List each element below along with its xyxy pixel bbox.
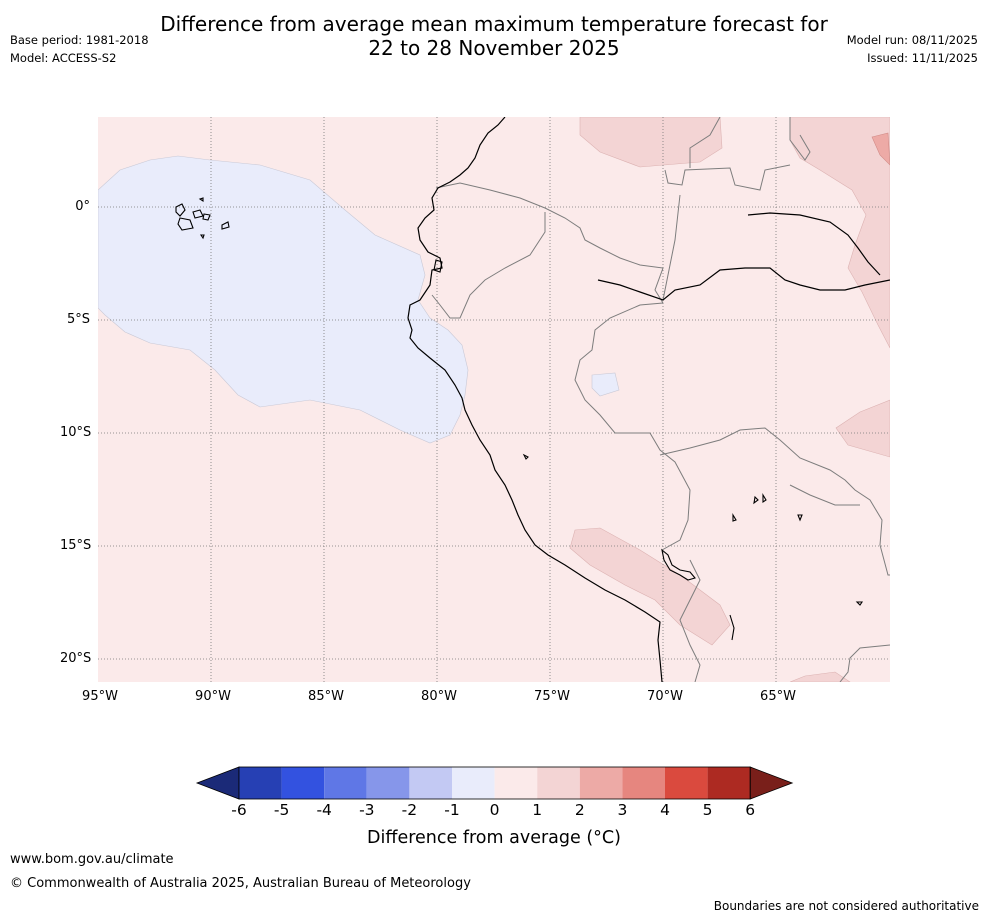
colorbar-outline <box>238 766 751 800</box>
colorbar-arrow-high <box>749 766 794 800</box>
colorbar-swatch <box>537 767 580 799</box>
lon-label-65w: 65°W <box>760 689 796 704</box>
lon-label-75w: 75°W <box>534 689 570 704</box>
colorbar <box>195 766 794 800</box>
lat-label-0: 0° <box>75 199 90 214</box>
title-line-2: 22 to 28 November 2025 <box>368 36 620 60</box>
colorbar-swatch <box>452 767 495 799</box>
lon-label-70w: 70°W <box>647 689 683 704</box>
colorbar-swatch <box>665 767 708 799</box>
lat-label-10s: 10°S <box>60 425 92 440</box>
country-borders <box>431 117 890 682</box>
colorbar-tick-label: 2 <box>574 801 585 819</box>
colorbar-tick-label: 1 <box>532 801 543 819</box>
title-line-1: Difference from average mean maximum tem… <box>160 12 828 36</box>
colorbar-tick-label: -6 <box>231 801 247 819</box>
colorbar-tick-label: 3 <box>617 801 628 819</box>
footer-disclaimer: Boundaries are not considered authoritat… <box>713 899 979 913</box>
anomaly-region-southern-peru <box>569 527 731 646</box>
anomaly-region-east <box>835 399 890 458</box>
lon-label-95w: 95°W <box>82 689 118 704</box>
colorbar-swatch <box>366 767 410 799</box>
colorbar-swatch <box>707 767 751 799</box>
lon-label-90w: 90°W <box>195 689 231 704</box>
anomaly-region-north <box>579 117 723 168</box>
colorbar-tick-label: 4 <box>660 801 670 819</box>
colorbar-tick-label: 0 <box>489 801 500 819</box>
colorbar-arrow-low <box>195 766 240 800</box>
lat-label-15s: 15°S <box>60 538 92 553</box>
colorbar-swatch <box>324 767 367 799</box>
meta-right: Model run: 08/11/2025 Issued: 11/11/2025 <box>847 31 978 67</box>
graticule <box>98 117 890 682</box>
footer-url[interactable]: www.bom.gov.au/climate <box>10 852 174 867</box>
model-name: Model: ACCESS-S2 <box>10 51 117 65</box>
lat-label-20s: 20°S <box>60 651 92 666</box>
anomaly-region-negative <box>98 155 469 444</box>
anomaly-region-hot-spot <box>871 132 890 166</box>
coastline <box>407 117 890 682</box>
footer-copyright: © Commonwealth of Australia 2025, Austra… <box>10 876 471 891</box>
colorbar-tick-label: -1 <box>444 801 460 819</box>
map-title: Difference from average mean maximum tem… <box>0 12 988 60</box>
colorbar-swatch <box>494 767 538 799</box>
colorbar-tick-label: -2 <box>401 801 418 819</box>
base-period: Base period: 1981-2018 <box>10 33 149 47</box>
colorbar-swatch <box>239 767 282 799</box>
issued-date: Issued: 11/11/2025 <box>867 51 978 65</box>
colorbar-swatch <box>622 767 665 799</box>
colorbar-label: Difference from average (°C) <box>367 828 621 848</box>
colorbar-tick-label: 5 <box>702 801 713 819</box>
colorbar-tick-label: 6 <box>745 801 756 819</box>
colorbar-swatch <box>281 767 325 799</box>
colorbar-swatch <box>579 767 623 799</box>
anomaly-region-south <box>789 671 851 682</box>
colorbar-tick-label: -3 <box>359 801 375 819</box>
anomaly-region-negative-small <box>591 372 620 397</box>
colorbar-tick-label: -5 <box>273 801 290 819</box>
model-run: Model run: 08/11/2025 <box>846 33 978 47</box>
lon-label-80w: 80°W <box>421 689 457 704</box>
islands-and-lakes <box>175 197 864 641</box>
lat-label-5s: 5°S <box>66 312 90 327</box>
colorbar-tick-label: -4 <box>316 801 332 819</box>
meta-left: Base period: 1981-2018 Model: ACCESS-S2 <box>10 31 149 67</box>
lon-label-85w: 85°W <box>308 689 344 704</box>
colorbar-swatch <box>409 767 452 799</box>
